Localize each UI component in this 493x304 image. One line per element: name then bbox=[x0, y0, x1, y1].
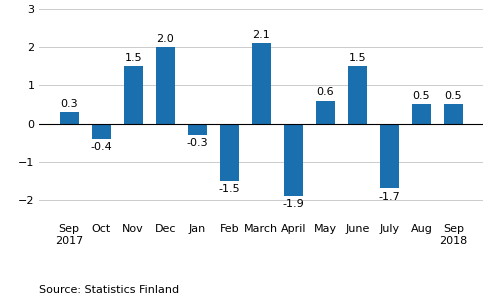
Text: 2.1: 2.1 bbox=[252, 30, 270, 40]
Bar bbox=[156, 47, 175, 123]
Text: Source: Statistics Finland: Source: Statistics Finland bbox=[39, 285, 179, 295]
Bar bbox=[380, 123, 399, 188]
Bar bbox=[444, 105, 463, 123]
Text: 0.5: 0.5 bbox=[413, 91, 430, 101]
Bar bbox=[60, 112, 79, 123]
Bar bbox=[348, 66, 367, 123]
Bar bbox=[316, 101, 335, 123]
Bar bbox=[124, 66, 143, 123]
Text: -0.4: -0.4 bbox=[90, 142, 112, 152]
Text: -1.9: -1.9 bbox=[282, 199, 304, 209]
Text: 1.5: 1.5 bbox=[349, 53, 366, 63]
Bar bbox=[220, 123, 239, 181]
Text: 2.0: 2.0 bbox=[156, 34, 174, 44]
Text: -1.7: -1.7 bbox=[379, 192, 400, 202]
Bar bbox=[283, 123, 303, 196]
Text: -1.5: -1.5 bbox=[218, 184, 240, 194]
Text: 0.6: 0.6 bbox=[317, 87, 334, 97]
Text: 0.5: 0.5 bbox=[445, 91, 462, 101]
Bar bbox=[412, 105, 431, 123]
Text: 0.3: 0.3 bbox=[61, 99, 78, 109]
Bar bbox=[92, 123, 111, 139]
Text: -0.3: -0.3 bbox=[186, 138, 208, 148]
Bar bbox=[252, 43, 271, 123]
Text: 1.5: 1.5 bbox=[124, 53, 142, 63]
Bar bbox=[188, 123, 207, 135]
